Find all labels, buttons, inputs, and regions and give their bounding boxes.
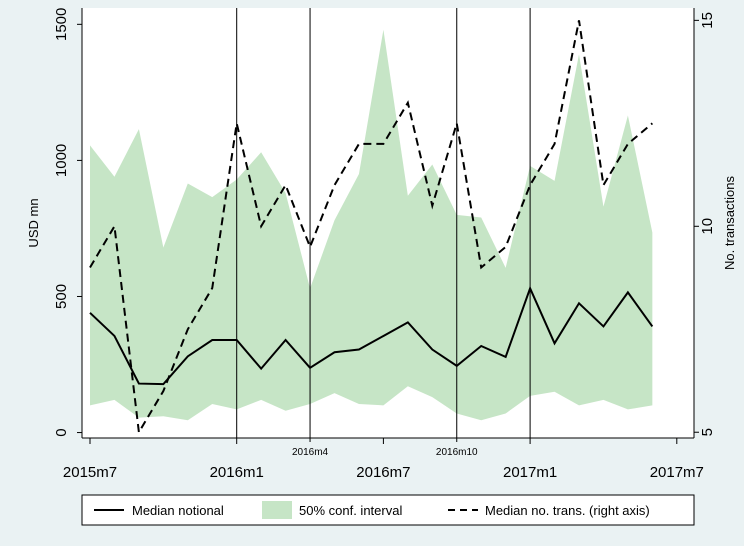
y-tick-label: 1000: [53, 144, 70, 177]
y2-tick-label: 10: [699, 218, 716, 235]
y2-tick-label: 5: [699, 428, 716, 436]
x-tick-label: 2016m1: [210, 464, 264, 481]
median-notional-line: [89, 285, 654, 386]
confidence-band: [90, 29, 653, 421]
x-minor-tick-label: 2016m4: [292, 447, 329, 458]
confidence-band-layer: [90, 29, 653, 421]
median-no-trans-line: [89, 20, 653, 436]
x-minor-tick-label: 2016m10: [436, 447, 478, 458]
legend-label-median-notional: Median notional: [132, 503, 224, 518]
x-tick-label: 2017m7: [650, 464, 704, 481]
axis-labels: 0 500 1000 1500 5 10 15 2015m7 2016m1 2016m4 2016m…: [26, 8, 737, 481]
y-axis-title: USD mn: [26, 198, 41, 247]
legend-label-median-no-trans: Median no. trans. (right axis): [485, 503, 650, 518]
x-tick-label: 2016m7: [356, 464, 410, 481]
y2-axis-title: No. transactions: [722, 176, 737, 270]
legend: Median notional 50% conf. interval Media…: [81, 494, 695, 526]
legend-label-conf-interval: 50% conf. interval: [299, 503, 402, 518]
y-tick-label: 500: [53, 284, 70, 309]
legend-key-conf-interval: [262, 501, 292, 519]
y-tick-label: 1500: [53, 8, 70, 41]
x-tick-label: 2015m7: [63, 464, 117, 481]
axes: [77, 8, 699, 444]
x-tick-label: 2017m1: [503, 464, 557, 481]
series-lines: [89, 20, 654, 436]
legend-box: [81, 494, 695, 526]
y-tick-label: 0: [53, 428, 70, 436]
y2-tick-label: 15: [699, 12, 716, 29]
